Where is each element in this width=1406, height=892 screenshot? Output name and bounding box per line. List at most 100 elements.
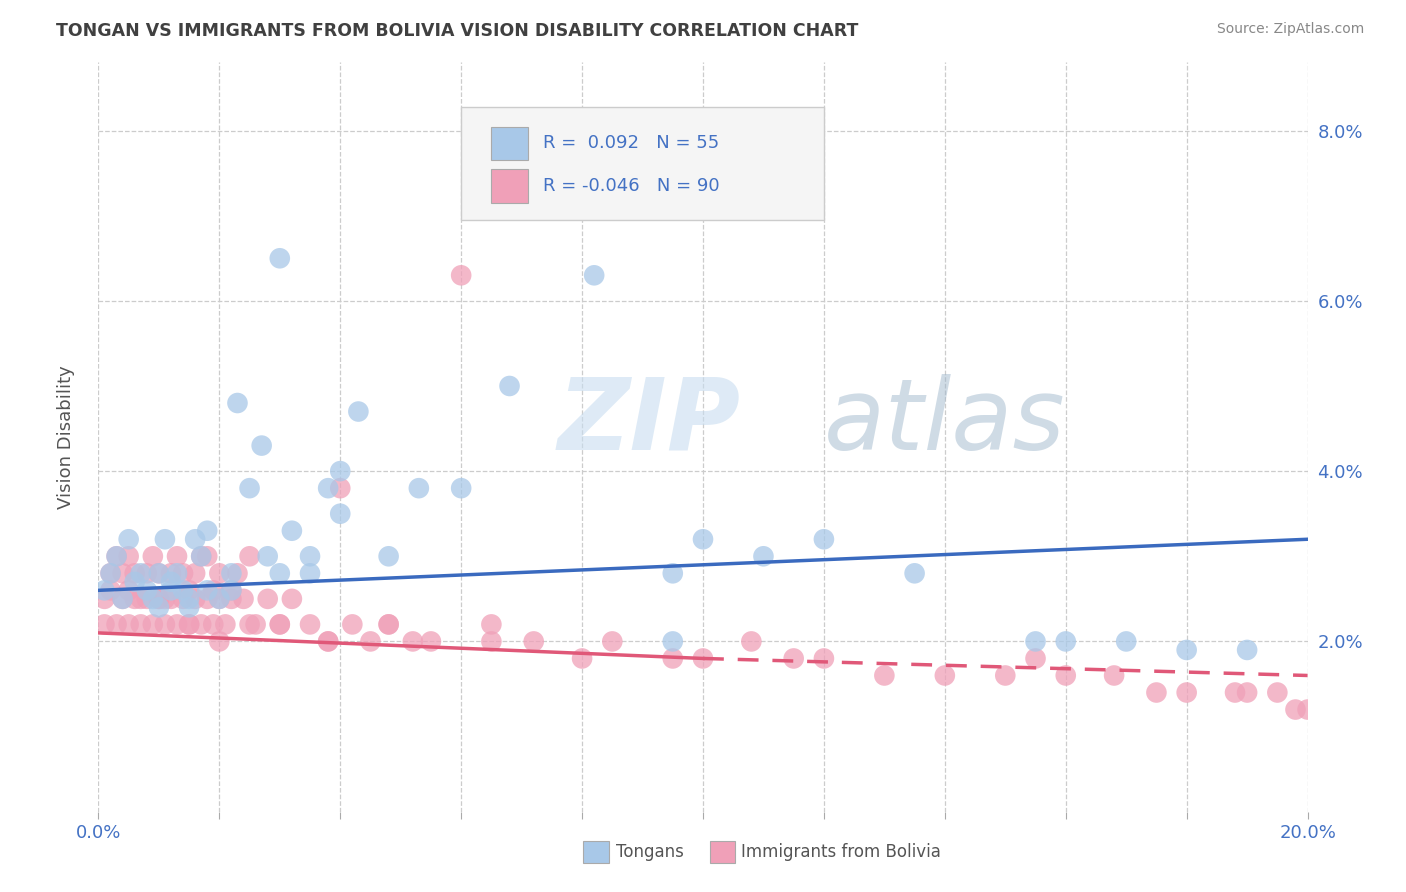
- Point: [153, 617, 176, 632]
- Point: [166, 566, 188, 581]
- Point: [153, 591, 176, 606]
- Point: [221, 583, 243, 598]
- Point: [256, 549, 278, 564]
- Point: [1144, 685, 1167, 699]
- Point: [1102, 668, 1125, 682]
- Point: [299, 549, 322, 564]
- Point: [166, 617, 188, 632]
- Point: [142, 617, 165, 632]
- Point: [377, 549, 399, 564]
- Point: [118, 549, 141, 564]
- Point: [195, 583, 218, 598]
- Point: [583, 268, 606, 283]
- Point: [100, 566, 122, 581]
- Point: [299, 566, 322, 581]
- Point: [208, 634, 231, 648]
- Point: [1267, 685, 1289, 699]
- Point: [269, 617, 291, 632]
- Point: [160, 566, 183, 581]
- Point: [93, 617, 115, 632]
- Point: [142, 549, 165, 564]
- Point: [202, 583, 225, 598]
- Point: [135, 591, 157, 606]
- Text: R = -0.046   N = 90: R = -0.046 N = 90: [543, 178, 720, 195]
- Point: [160, 591, 183, 606]
- Bar: [492, 127, 527, 161]
- Point: [329, 481, 352, 495]
- Point: [221, 566, 243, 581]
- Point: [118, 533, 141, 547]
- Point: [111, 591, 134, 606]
- Point: [179, 617, 201, 632]
- Point: [129, 566, 152, 581]
- Point: [105, 617, 128, 632]
- Point: [172, 591, 194, 606]
- Point: [135, 566, 157, 581]
- Point: [347, 404, 370, 418]
- Point: [1024, 651, 1046, 665]
- Point: [160, 583, 183, 598]
- Point: [232, 591, 254, 606]
- Point: [571, 651, 593, 665]
- Point: [100, 566, 122, 581]
- Point: [783, 651, 806, 665]
- Point: [661, 566, 683, 581]
- Point: [813, 651, 835, 665]
- Point: [148, 566, 170, 581]
- Point: [184, 566, 207, 581]
- Point: [420, 634, 443, 648]
- Point: [190, 549, 212, 564]
- Point: [281, 524, 304, 538]
- Point: [329, 507, 352, 521]
- Point: [1236, 643, 1258, 657]
- Point: [105, 549, 128, 564]
- Point: [281, 591, 304, 606]
- Point: [269, 252, 291, 266]
- Text: atlas: atlas: [824, 374, 1066, 471]
- Point: [408, 481, 430, 495]
- Point: [105, 549, 128, 564]
- Point: [481, 617, 503, 632]
- Point: [142, 591, 165, 606]
- Point: [377, 617, 399, 632]
- Point: [129, 591, 152, 606]
- Point: [179, 583, 201, 598]
- Point: [184, 591, 207, 606]
- Point: [239, 549, 262, 564]
- Point: [245, 617, 267, 632]
- Point: [148, 591, 170, 606]
- Point: [221, 591, 243, 606]
- Point: [208, 591, 231, 606]
- Y-axis label: Vision Disability: Vision Disability: [56, 365, 75, 509]
- Point: [179, 600, 201, 615]
- Point: [93, 591, 115, 606]
- Point: [148, 600, 170, 615]
- Point: [179, 591, 201, 606]
- Point: [100, 583, 122, 598]
- Point: [1054, 634, 1077, 648]
- Point: [316, 481, 339, 495]
- Point: [124, 566, 146, 581]
- Point: [1296, 702, 1319, 716]
- Point: [256, 591, 278, 606]
- Point: [994, 668, 1017, 682]
- Point: [250, 439, 273, 453]
- Point: [202, 617, 225, 632]
- Point: [111, 566, 134, 581]
- Point: [661, 634, 683, 648]
- Point: [1024, 634, 1046, 648]
- Text: R =  0.092   N = 55: R = 0.092 N = 55: [543, 135, 720, 153]
- Point: [190, 549, 212, 564]
- Point: [450, 481, 472, 495]
- Point: [195, 524, 218, 538]
- Bar: [492, 169, 527, 202]
- Point: [813, 533, 835, 547]
- Point: [93, 583, 115, 598]
- Point: [692, 533, 714, 547]
- Point: [160, 574, 183, 589]
- Point: [540, 192, 562, 206]
- Point: [184, 533, 207, 547]
- Point: [172, 566, 194, 581]
- Point: [329, 464, 352, 478]
- Point: [226, 566, 249, 581]
